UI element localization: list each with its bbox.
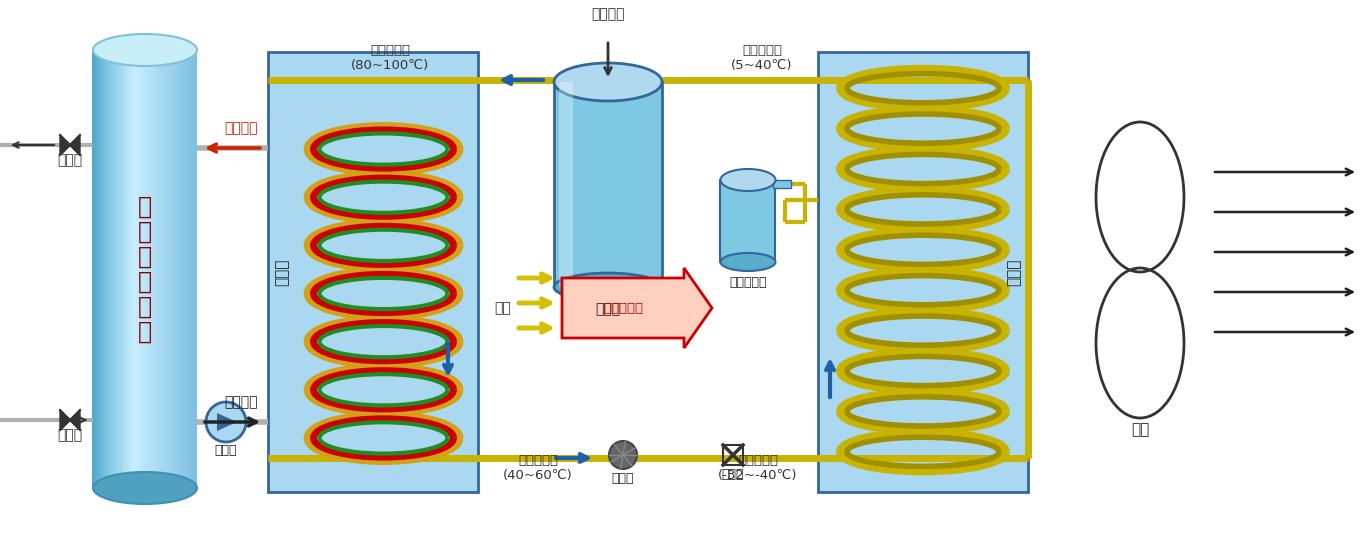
Text: 过滤器: 过滤器 [612, 472, 634, 485]
Polygon shape [70, 135, 79, 155]
Ellipse shape [721, 253, 775, 271]
Bar [721, 180, 775, 262]
Text: 冷水入管: 冷水入管 [225, 395, 258, 409]
Bar [723, 445, 743, 465]
Text: 华
源
保
温
水
箱: 华 源 保 温 水 箱 [138, 195, 152, 344]
Ellipse shape [553, 63, 662, 101]
Polygon shape [60, 410, 70, 430]
Text: 气液分离器: 气液分离器 [729, 275, 767, 288]
Bar [269, 52, 478, 492]
Text: 蒸发器: 蒸发器 [1007, 258, 1022, 286]
Text: 补水管: 补水管 [58, 428, 82, 442]
Bar [818, 52, 1028, 492]
Bar [553, 82, 662, 287]
Bar [774, 180, 792, 188]
Polygon shape [216, 413, 237, 431]
Text: 供水管: 供水管 [58, 153, 82, 167]
Text: 电能输入: 电能输入 [592, 7, 625, 21]
Bar [559, 82, 573, 287]
Text: 热水出管: 热水出管 [225, 121, 258, 135]
Circle shape [206, 402, 247, 442]
Text: 空气能输入: 空气能输入 [603, 301, 643, 314]
Polygon shape [60, 135, 70, 155]
Polygon shape [70, 410, 79, 430]
Text: 膨胀阀: 膨胀阀 [722, 467, 744, 480]
Ellipse shape [93, 34, 197, 66]
Ellipse shape [721, 169, 775, 191]
Text: 空气: 空气 [495, 301, 511, 315]
Text: 冷凝器: 冷凝器 [274, 258, 289, 286]
Text: 常温制冷剂
(5~40℃): 常温制冷剂 (5~40℃) [732, 44, 793, 72]
Text: 低温制冷剂
(-32~-40℃): 低温制冷剂 (-32~-40℃) [718, 454, 797, 482]
Text: 风机: 风机 [1130, 423, 1149, 438]
Text: 压缩机: 压缩机 [596, 302, 621, 316]
Ellipse shape [93, 472, 197, 504]
Text: 循环泵: 循环泵 [215, 445, 237, 458]
Text: 中温制冷剂
(40~60℃): 中温制冷剂 (40~60℃) [503, 454, 573, 482]
Text: 高温制冷剂
(80~100℃): 高温制冷剂 (80~100℃) [351, 44, 429, 72]
Polygon shape [562, 268, 712, 348]
Ellipse shape [553, 273, 662, 301]
Circle shape [610, 441, 637, 469]
